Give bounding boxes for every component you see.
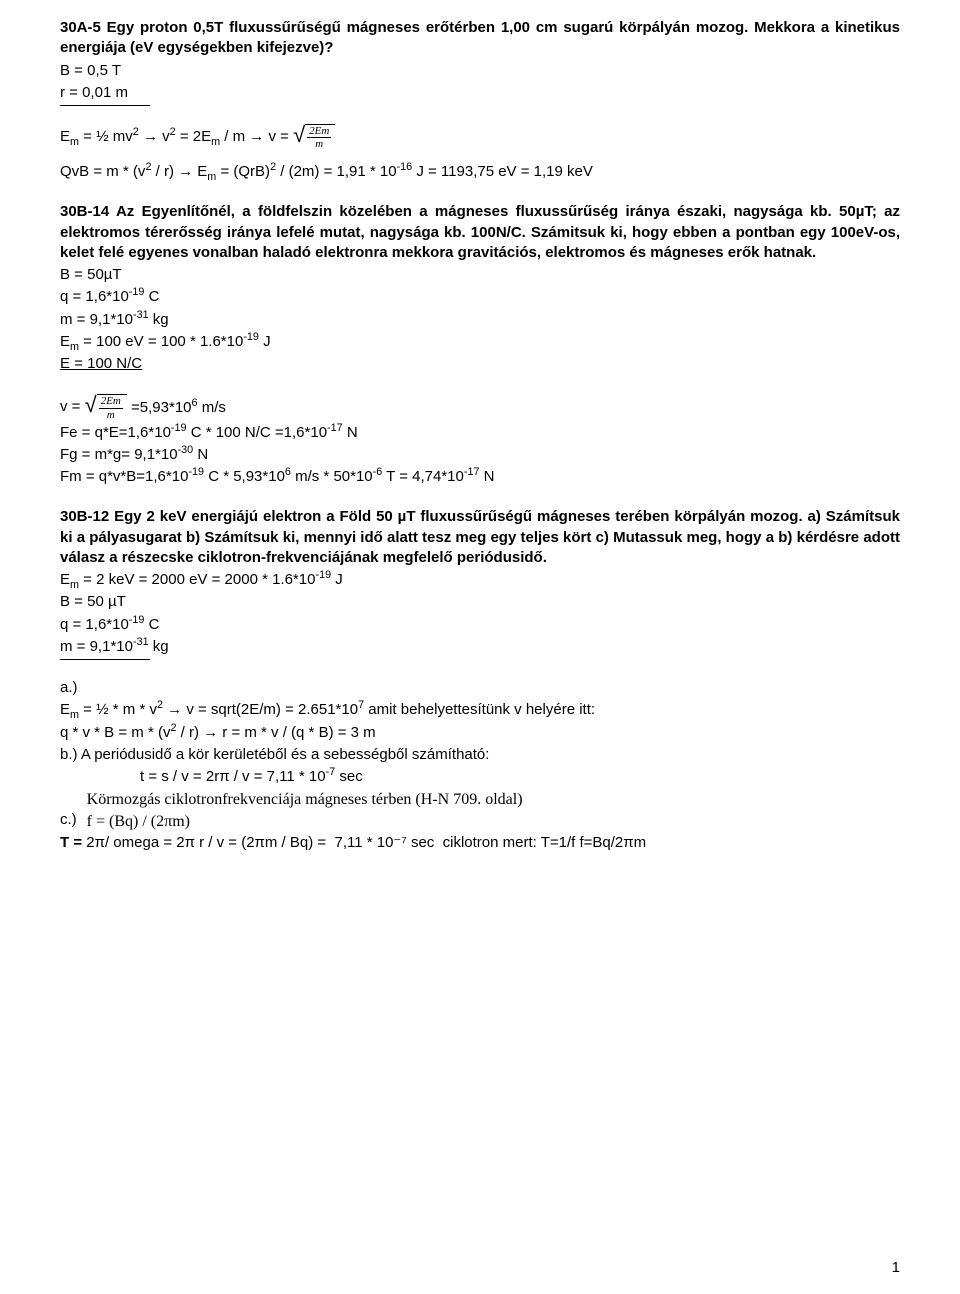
- problem-30b14-title: 30B-14 Az Egyenlítőnél, a földfelszin kö…: [60, 202, 900, 263]
- given-q: q = 1,6*10-19 C: [60, 287, 900, 307]
- force-gravity: Fg = m*g= 9,1*10-30 N: [60, 445, 900, 465]
- given-Em: Em = 100 eV = 100 * 1.6*10-19 J: [60, 332, 900, 352]
- given-Em2: Em = 2 keV = 2000 eV = 2000 * 1.6*10-19 …: [60, 570, 900, 590]
- period-result: T = T = 2π/ omega = 2π r / v = (2πm / Bq…: [60, 833, 900, 853]
- sqrt-denom: m: [105, 409, 117, 421]
- sqrt-numer: 2Em: [307, 125, 331, 138]
- eq-prefix: Em = ½ mv2 → v2 = 2Em / m → v =: [60, 128, 293, 145]
- divider: [60, 659, 150, 660]
- part-a-line2: q * v * B = m * (v2 / r) → r = m * v / (…: [60, 723, 900, 743]
- part-b-line: t = s / v = 2rπ / v = 7,11 * 10-7 sec: [60, 767, 900, 787]
- given-r: r = 0,01 m: [60, 83, 900, 103]
- given-B: B = 0,5 T: [60, 61, 900, 81]
- problem-30b12-title: 30B-12 Egy 2 keV energiájú elektron a Fö…: [60, 507, 900, 568]
- eq-kinetic-v: Em = ½ mv2 → v2 = 2Em / m → v = √ 2Em m: [60, 124, 900, 150]
- v-prefix: v =: [60, 399, 85, 416]
- sqrt-icon: √ 2Em m: [293, 124, 335, 150]
- force-electric: Fe = q*E=1,6*10-19 C * 100 N/C =1,6*10-1…: [60, 423, 900, 443]
- given-m2: m = 9,1*10-31 kg: [60, 637, 900, 657]
- given-E: E = 100 N/C: [60, 354, 142, 374]
- part-a-label: a.): [60, 678, 900, 698]
- part-a-line1: Em = ½ * m * v2 → v = sqrt(2E/m) = 2.651…: [60, 700, 900, 720]
- given-q2: q = 1,6*10-19 C: [60, 615, 900, 635]
- cyclotron-formula: f = (Bq) / (2πm): [87, 811, 523, 833]
- given-B3: B = 50 µT: [60, 592, 900, 612]
- v-suffix: =5,93*106 m/s: [131, 399, 226, 416]
- given-B2: B = 50µT: [60, 265, 900, 285]
- sqrt-icon: √ 2Em m: [85, 394, 127, 420]
- part-c-label: c.): [60, 810, 87, 832]
- eq-velocity: v = √ 2Em m =5,93*106 m/s: [60, 394, 900, 420]
- sqrt-denom: m: [313, 138, 325, 150]
- page-number: 1: [892, 1258, 900, 1278]
- force-magnetic: Fm = q*v*B=1,6*10-19 C * 5,93*106 m/s * …: [60, 467, 900, 487]
- part-b-label: b.) A periódusidő a kör kerületéből és a…: [60, 745, 900, 765]
- problem-30a5-title: 30A-5 Egy proton 0,5T fluxussűrűségű mág…: [60, 18, 900, 59]
- given-m: m = 9,1*10-31 kg: [60, 310, 900, 330]
- cyclotron-ref: Körmozgás ciklotronfrekvenciája mágneses…: [87, 789, 523, 811]
- sqrt-numer: 2Em: [99, 395, 123, 408]
- eq-result: QvB = m * (v2 / r) → Em = (QrB)2 / (2m) …: [60, 162, 900, 182]
- divider: [60, 105, 150, 106]
